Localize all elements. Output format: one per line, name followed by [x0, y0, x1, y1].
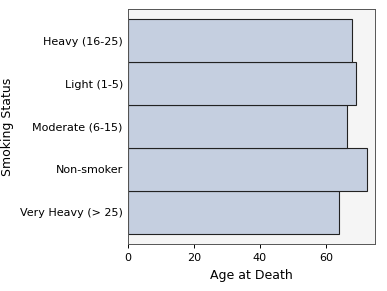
Bar: [128, 62, 356, 105]
Bar: [128, 19, 352, 62]
Bar: [128, 191, 339, 234]
Bar: [128, 105, 347, 148]
Y-axis label: Smoking Status: Smoking Status: [2, 77, 14, 176]
Bar: [128, 148, 367, 191]
X-axis label: Age at Death: Age at Death: [210, 269, 293, 282]
